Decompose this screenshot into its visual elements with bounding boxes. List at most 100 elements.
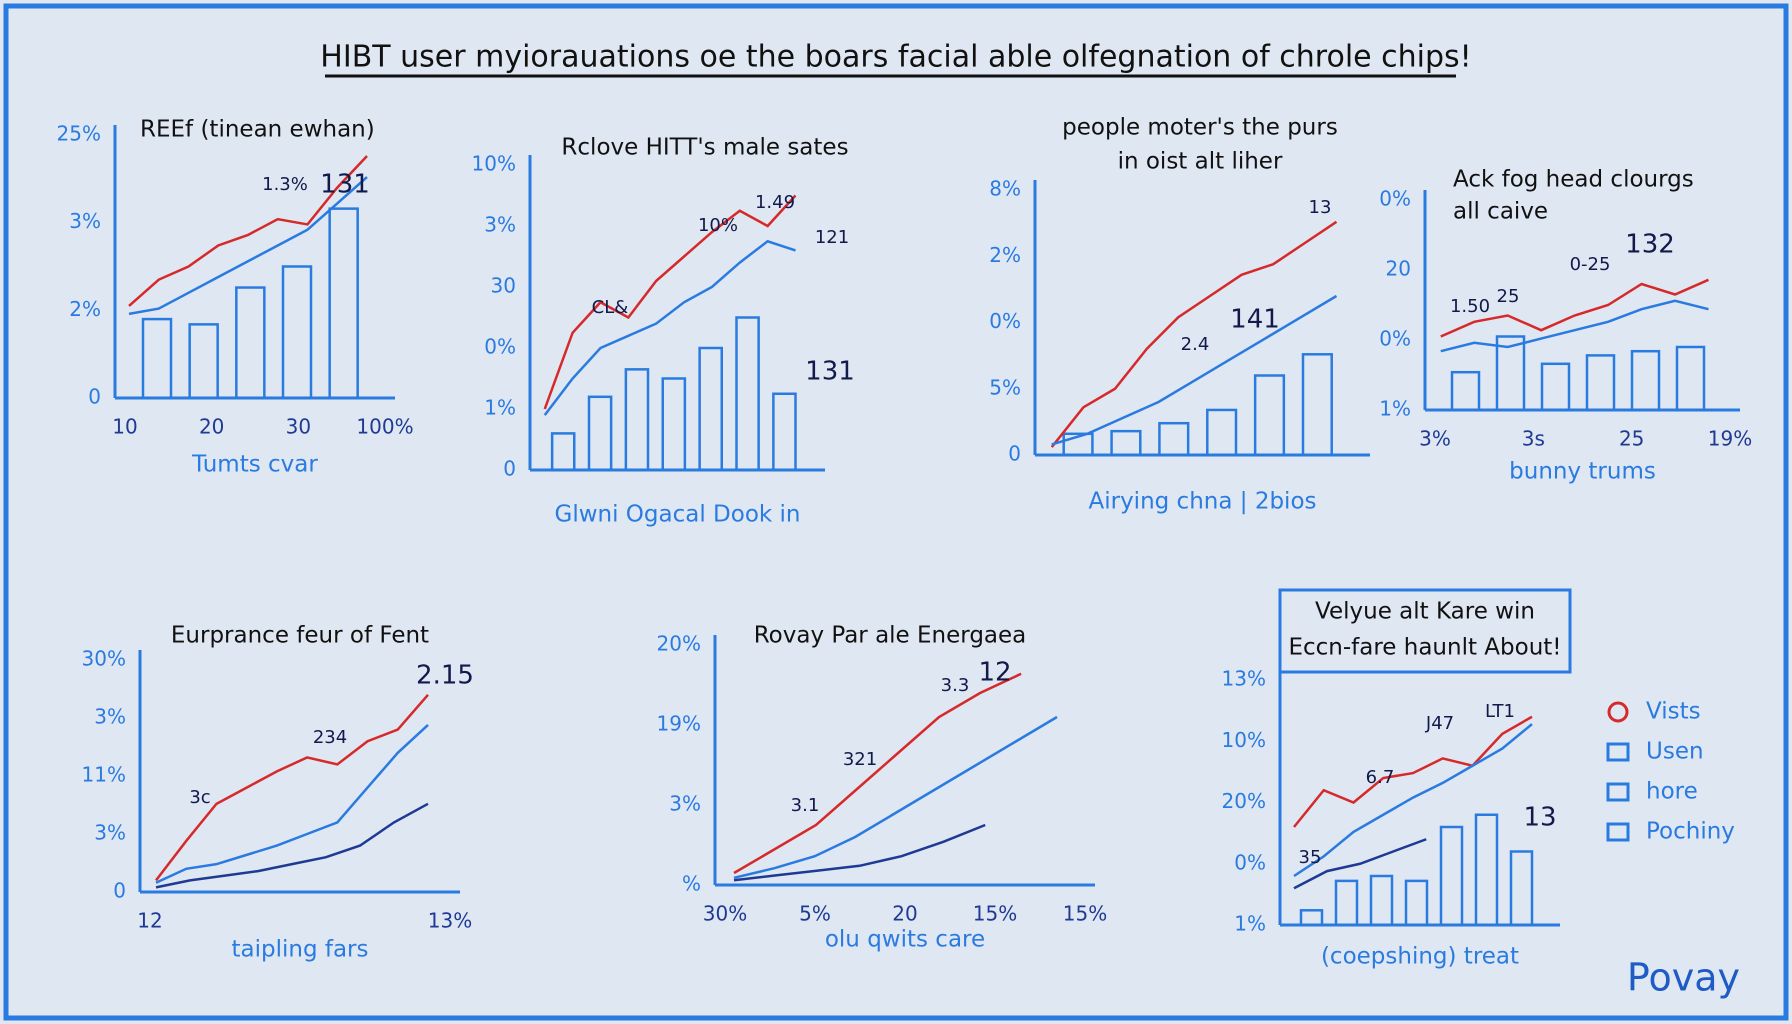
series-line	[1293, 723, 1533, 878]
legend-label: Pochiny	[1646, 819, 1735, 845]
panel-title: Ack fog head clourgs	[1453, 167, 1694, 193]
annotation: CL&	[592, 297, 629, 318]
x-label: 3%	[1419, 427, 1451, 451]
panel-title: Eurprance feur of Fent	[171, 623, 429, 649]
bar	[1404, 879, 1429, 927]
x-label: 15%	[1063, 902, 1107, 926]
panel-title: people moter's the purs	[1062, 115, 1338, 141]
y-label: 0%	[1379, 327, 1411, 351]
y-label: 3%	[69, 209, 101, 233]
y-label: 19%	[657, 712, 701, 736]
bar	[772, 392, 797, 472]
x-label: 100%	[356, 415, 413, 439]
x-label: 30%	[703, 902, 747, 926]
x-label: 5%	[799, 902, 831, 926]
bar	[1509, 850, 1534, 927]
y-label: 3%	[484, 213, 516, 237]
x-label: 3s	[1522, 427, 1545, 451]
axis-label: Glwni Ogacal Dook in	[555, 502, 801, 528]
panel-title: Rovay Par ale Energaea	[754, 623, 1027, 649]
series-line	[733, 672, 1022, 875]
legend-symbol	[1606, 742, 1630, 762]
page-title: HIBT user myiorauations oe the boars fac…	[320, 40, 1471, 75]
axis-label: Airying chna | 2bios	[1088, 489, 1316, 515]
y-label: 2%	[989, 243, 1021, 267]
bar	[328, 207, 359, 400]
legend-label: hore	[1646, 779, 1698, 805]
annotation: 1.49	[755, 192, 795, 213]
x-label: 15%	[973, 902, 1017, 926]
y-label: 1%	[1234, 912, 1266, 936]
bar	[1495, 335, 1526, 412]
legend-symbol	[1607, 701, 1629, 723]
y-label: 0	[503, 457, 516, 481]
series-line	[1440, 299, 1709, 353]
bar	[1299, 909, 1324, 927]
y-label: 1%	[1379, 397, 1411, 421]
annotation: 234	[313, 727, 347, 748]
y-label: 13%	[1222, 667, 1266, 691]
annotation: 12	[978, 658, 1011, 688]
bar	[281, 265, 313, 400]
y-label: 0%	[1234, 850, 1266, 874]
annotation: 141	[1230, 305, 1280, 335]
panel-title: Rclove HITT's male sates	[561, 135, 848, 161]
x-label: 20	[892, 902, 917, 926]
bar	[1062, 432, 1094, 457]
y-label: %	[682, 872, 701, 896]
annotation: 3.3	[941, 675, 970, 696]
bar	[698, 346, 723, 472]
annotation: 2.4	[1181, 334, 1210, 355]
bar	[1630, 349, 1661, 412]
bar	[1439, 825, 1464, 927]
y-label: 0%	[484, 335, 516, 359]
axis-label: olu qwits care	[825, 927, 985, 953]
panel-title: in oist alt liher	[1118, 149, 1283, 175]
y-label: 0%	[989, 309, 1021, 333]
y-label: 20%	[1222, 789, 1266, 813]
frame	[3, 3, 1789, 1021]
annotation: 0-25	[1570, 254, 1611, 275]
annotation: LT1	[1485, 701, 1515, 722]
y-label: 20%	[657, 632, 701, 656]
series-line	[1293, 715, 1533, 828]
bar	[735, 316, 760, 472]
annotation: 132	[1625, 230, 1675, 260]
bar	[1253, 374, 1286, 457]
legend-symbol	[1606, 822, 1630, 842]
series-line	[733, 823, 986, 882]
annotation: 1.50	[1450, 296, 1490, 317]
x-label: 30	[286, 415, 311, 439]
y-label: 0%	[1379, 187, 1411, 211]
axis-label: Tumts cvar	[191, 452, 318, 478]
series-line	[733, 715, 1058, 880]
bar	[188, 323, 219, 400]
axis-label: taipling fars	[231, 937, 368, 963]
series-line	[543, 194, 797, 410]
annotation: 10%	[698, 215, 738, 236]
title-box	[1278, 588, 1572, 674]
x-label: 12	[137, 909, 162, 933]
bar	[661, 377, 687, 472]
bar	[1334, 879, 1359, 927]
panel-title: Eccn-fare haunlt About!	[1288, 635, 1561, 661]
annotation: 13	[1523, 803, 1556, 833]
y-label: 5%	[989, 375, 1021, 399]
bar	[1369, 874, 1394, 927]
series-line	[1440, 278, 1710, 338]
bar	[1675, 345, 1706, 412]
annotation: 2.15	[416, 661, 474, 691]
series-line	[1050, 220, 1338, 448]
panel-title: REEf (tinean ewhan)	[140, 117, 375, 143]
series-line	[155, 802, 429, 889]
annotation: 131	[805, 357, 855, 387]
bar	[1158, 421, 1190, 457]
bar	[587, 395, 613, 472]
bar	[1206, 408, 1238, 457]
bar	[1301, 353, 1333, 457]
y-label: 1%	[484, 396, 516, 420]
legend-label: Vists	[1646, 699, 1701, 725]
annotation: 3c	[189, 787, 210, 808]
bar	[550, 432, 576, 472]
